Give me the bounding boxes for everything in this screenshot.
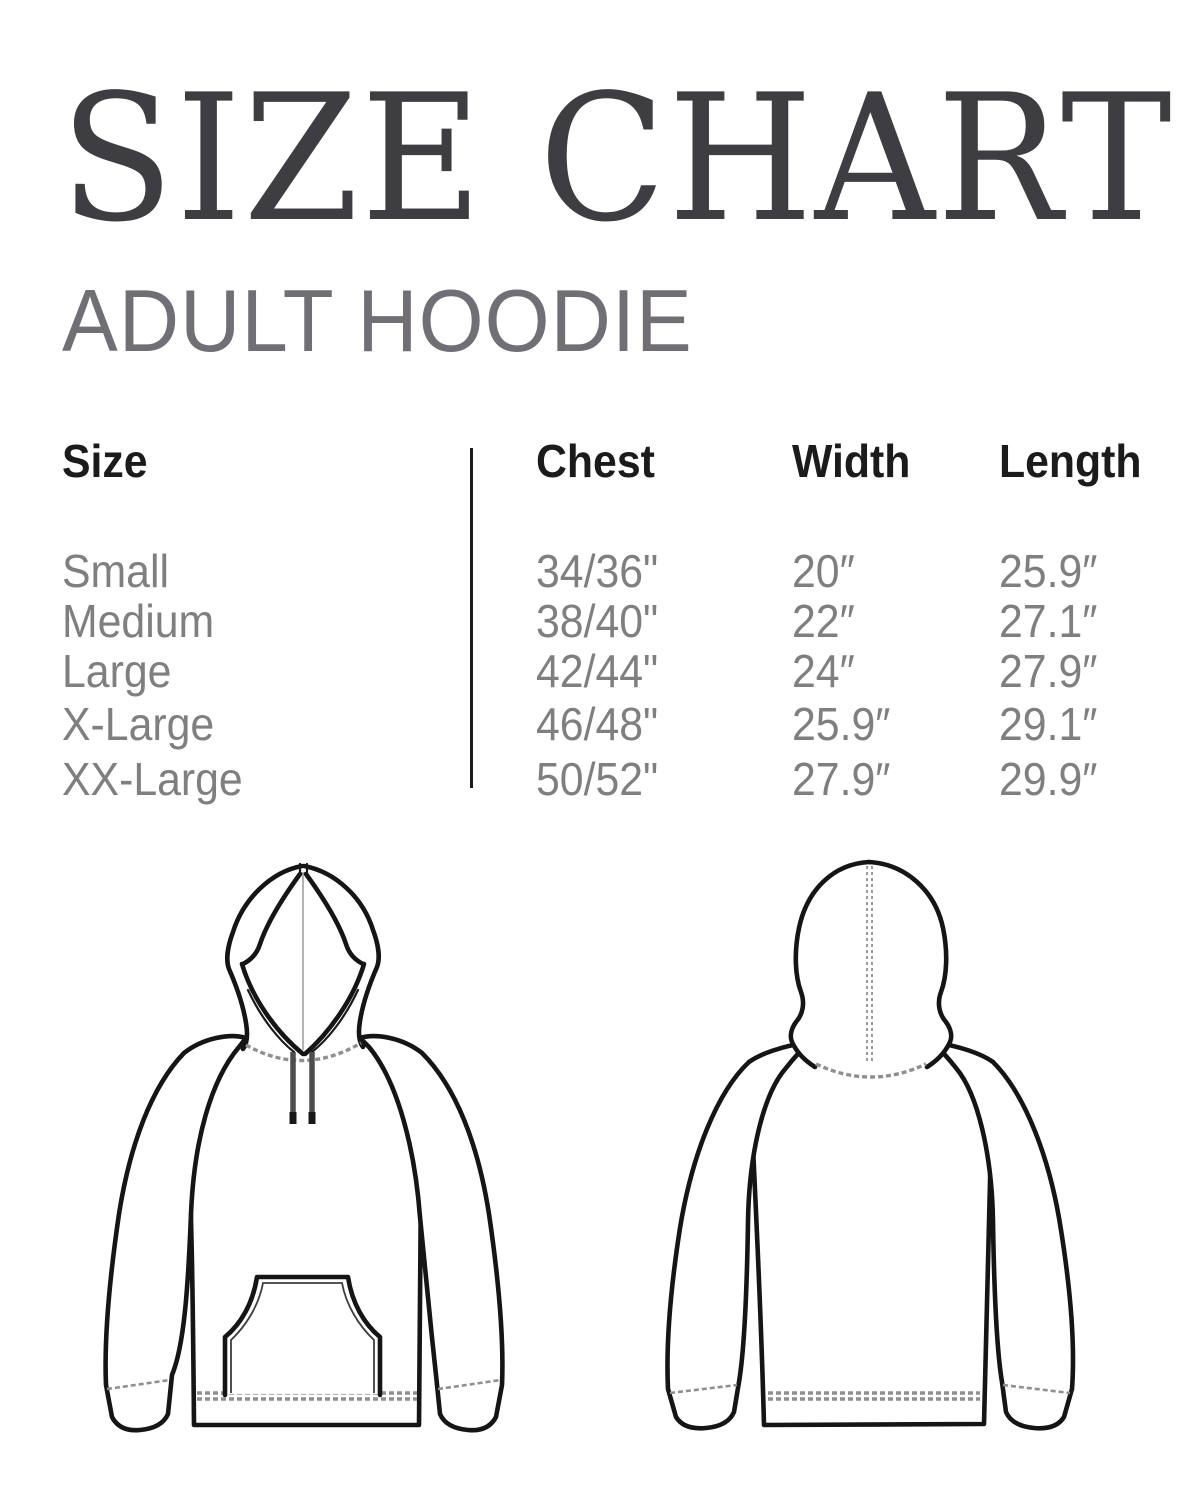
length-value: 25.9″ <box>999 545 1098 597</box>
page-title: SIZE CHART <box>60 58 1174 261</box>
chest-value: 34/36" <box>536 545 659 597</box>
page-subtitle: ADULT HOODIE <box>62 271 693 370</box>
table-divider <box>470 448 473 788</box>
size-label: XX-Large <box>62 753 243 805</box>
front-right-sleeve <box>357 1033 505 1433</box>
chest-value: 50/52" <box>536 753 659 805</box>
length-value: 29.1″ <box>999 698 1098 750</box>
back-hood <box>788 859 954 1080</box>
width-value: 24″ <box>792 645 855 697</box>
size-label: Large <box>62 645 172 697</box>
width-value: 25.9″ <box>792 698 891 750</box>
width-value: 22″ <box>792 595 855 647</box>
back-torso <box>746 1037 996 1428</box>
back-hem-stitch <box>768 1391 980 1401</box>
length-value: 29.9″ <box>999 753 1098 805</box>
chest-value: 38/40" <box>536 595 659 647</box>
hoodie-diagrams <box>103 859 1076 1433</box>
column-header-chest: Chest <box>536 435 655 487</box>
size-label: Small <box>62 545 169 597</box>
back-collar-stitch <box>815 1062 927 1079</box>
column-header-size: Size <box>62 435 148 487</box>
width-value: 27.9″ <box>792 753 891 805</box>
column-header-width: Width <box>792 435 911 487</box>
front-collar-stitch <box>245 1041 362 1063</box>
front-hood <box>225 862 381 1065</box>
size-label: Medium <box>62 595 215 647</box>
back-right-sleeve <box>929 1039 1076 1431</box>
back-hood-seam <box>866 866 873 1062</box>
length-value: 27.9″ <box>999 645 1098 697</box>
front-pocket <box>222 1274 383 1398</box>
width-value: 20″ <box>792 545 855 597</box>
chest-value: 42/44" <box>536 645 659 697</box>
front-drawstrings <box>289 1052 316 1124</box>
hoodie-back-diagram <box>665 859 1076 1431</box>
column-header-length: Length <box>999 435 1142 487</box>
size-label: X-Large <box>62 698 215 750</box>
front-left-sleeve <box>103 1033 249 1433</box>
hoodie-front-diagram <box>103 862 505 1433</box>
chest-value: 46/48" <box>536 698 659 750</box>
length-value: 27.1″ <box>999 595 1098 647</box>
back-left-sleeve <box>665 1039 813 1431</box>
